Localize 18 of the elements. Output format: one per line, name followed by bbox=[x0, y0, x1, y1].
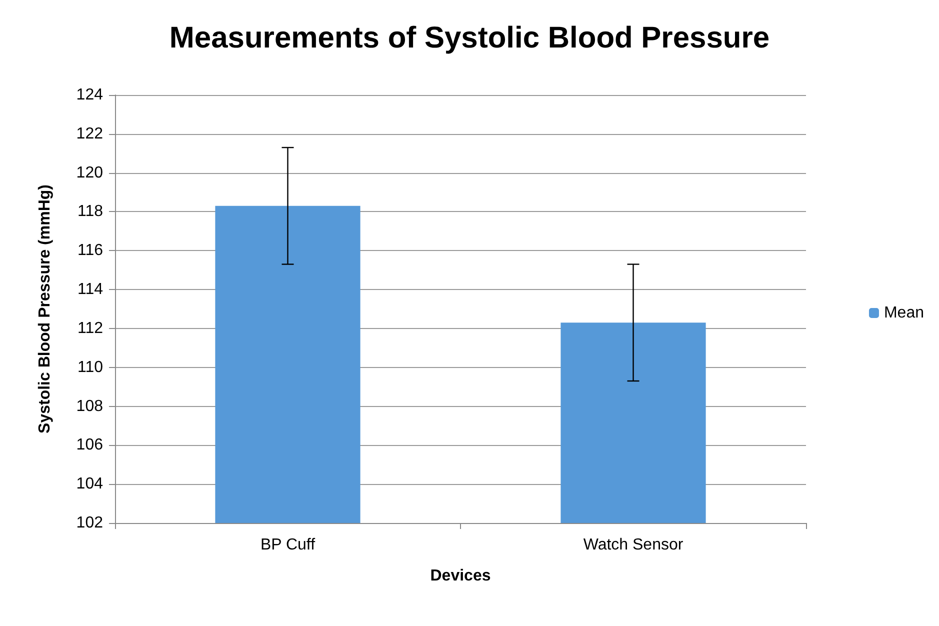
y-tick-label: 108 bbox=[76, 398, 104, 415]
y-tick-label: 112 bbox=[77, 320, 104, 337]
chart-title: Measurements of Systolic Blood Pressure bbox=[169, 22, 770, 54]
x-tick-label: BP Cuff bbox=[260, 536, 316, 554]
x-axis-title: Devices bbox=[430, 568, 491, 584]
y-tick-label: 114 bbox=[77, 281, 104, 298]
y-tick-label: 106 bbox=[76, 436, 104, 454]
y-tick-label: 116 bbox=[77, 242, 104, 260]
y-tick-label: 104 bbox=[76, 476, 104, 493]
y-axis-title: Systolic Blood Pressure (mmHg) bbox=[36, 184, 54, 434]
y-tick-label: 102 bbox=[76, 514, 104, 532]
y-tick-label: 124 bbox=[76, 86, 104, 104]
y-tick-label: 110 bbox=[77, 358, 104, 376]
legend-label: Mean bbox=[884, 304, 924, 322]
x-tick-label: Watch Sensor bbox=[583, 536, 684, 554]
y-tick-label: 120 bbox=[76, 164, 104, 182]
y-tick-label: 118 bbox=[77, 203, 104, 220]
y-tick-label: 122 bbox=[76, 125, 104, 142]
